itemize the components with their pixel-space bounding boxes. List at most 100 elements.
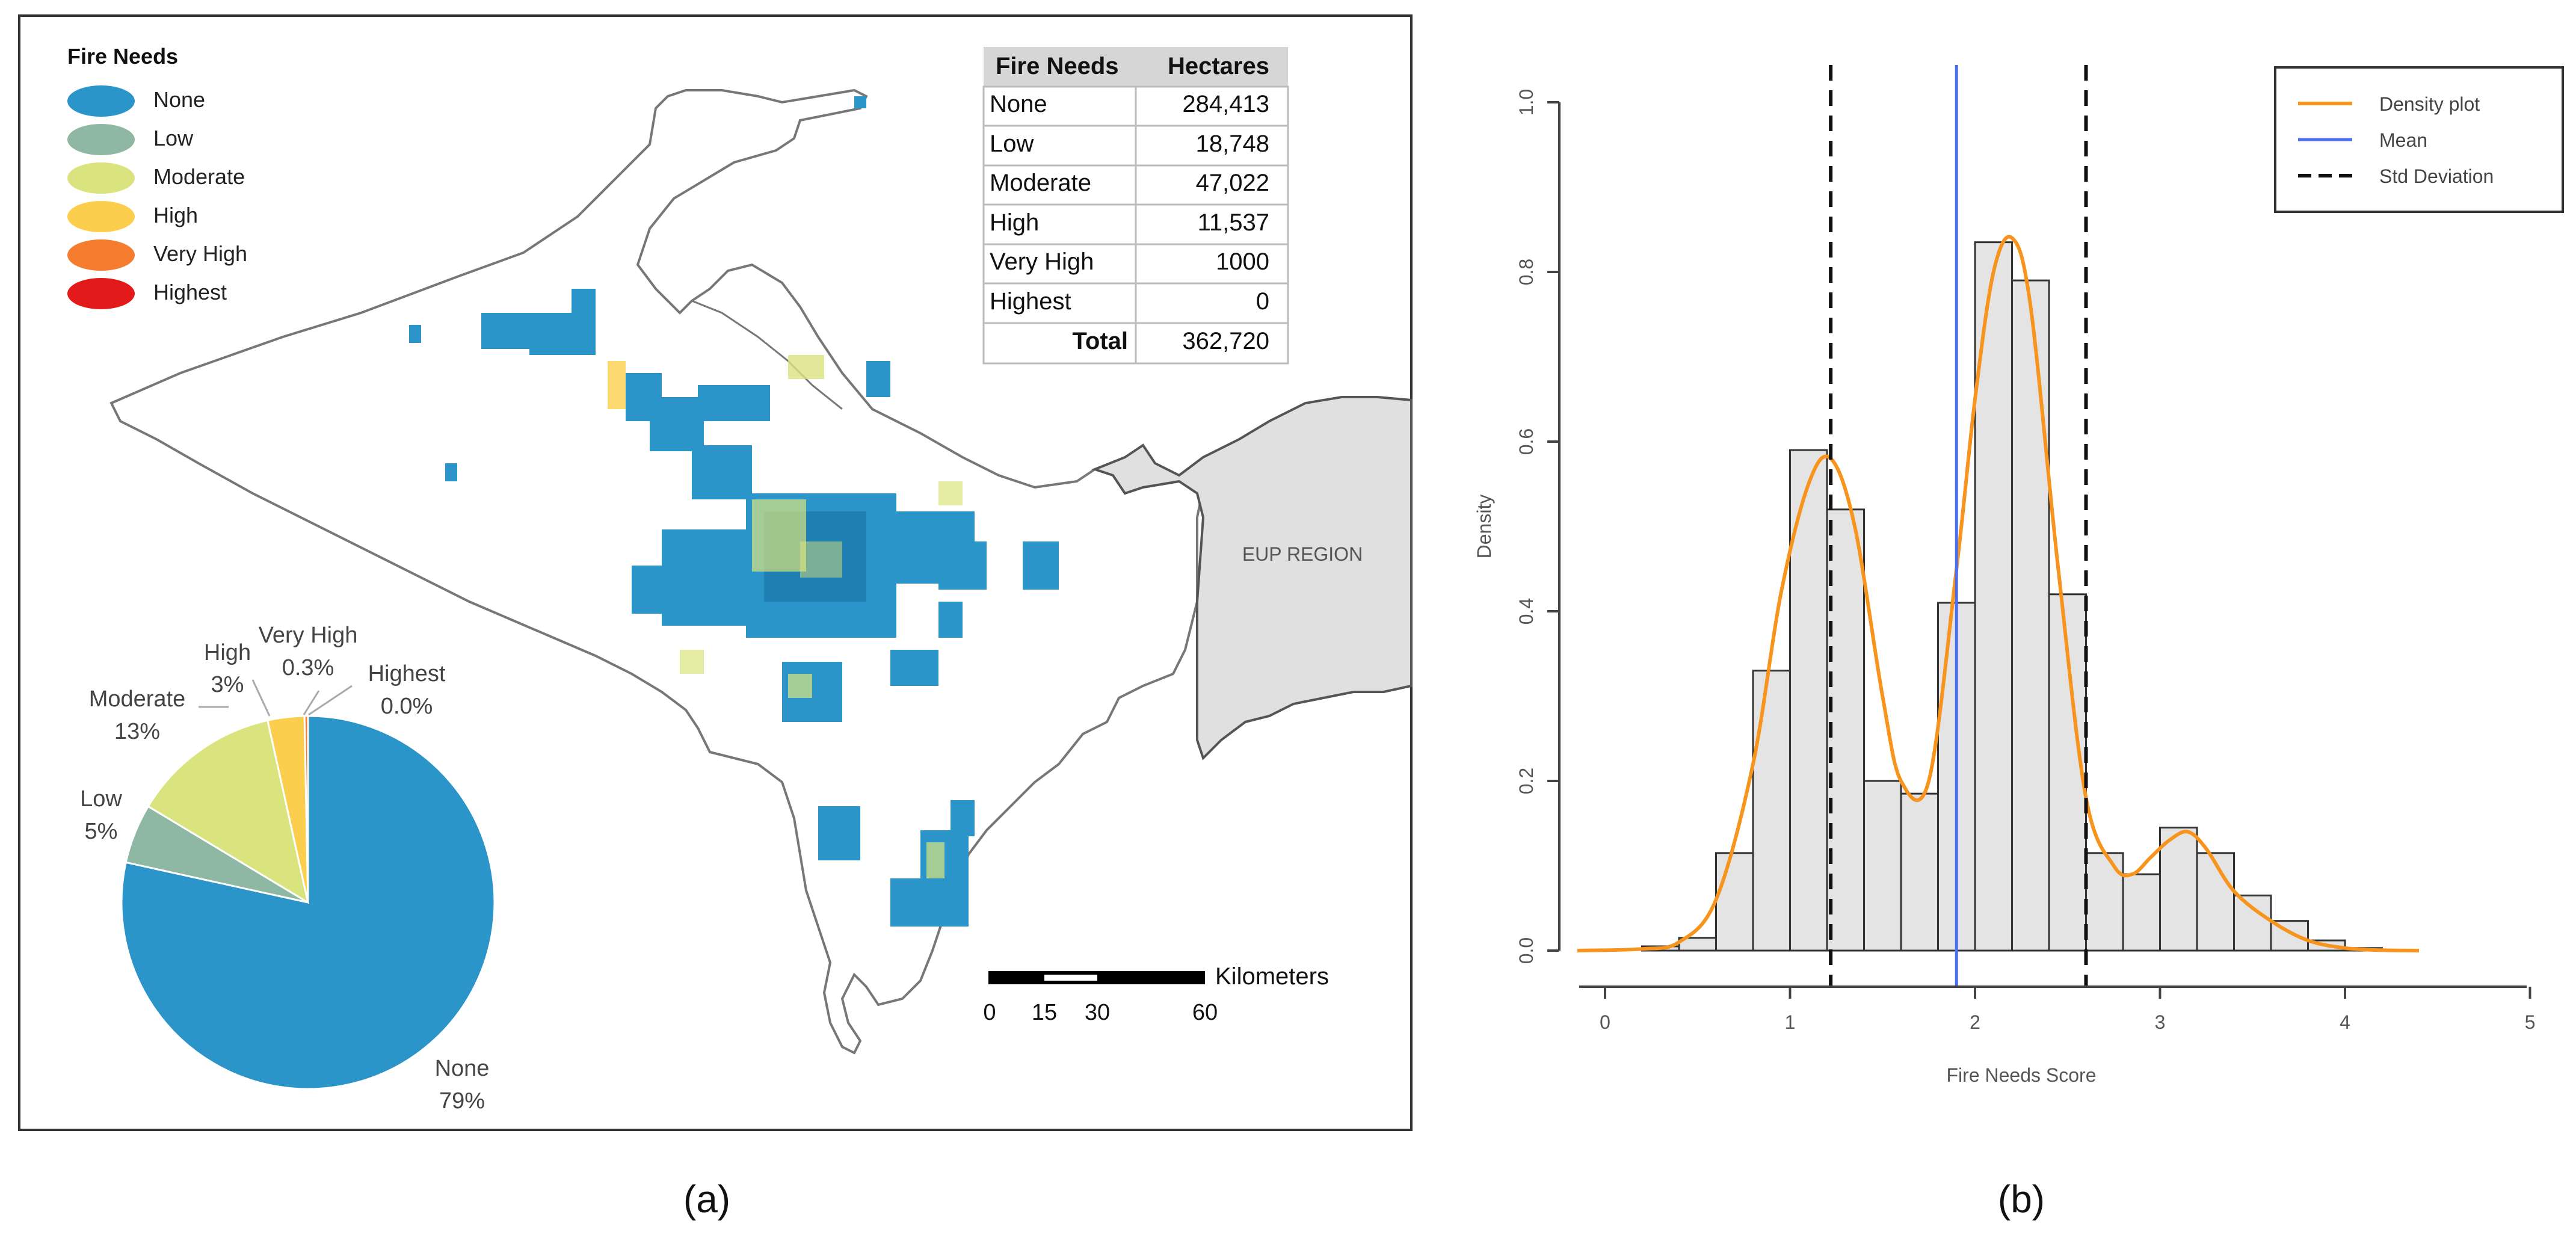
legend-label: Highest bbox=[153, 280, 227, 304]
legend-title: Fire Needs bbox=[67, 44, 178, 69]
table-row: Very High 1000 bbox=[990, 248, 1269, 275]
legend-item-highest: Highest bbox=[67, 278, 227, 309]
y-tick-label: 0.6 bbox=[1515, 428, 1537, 455]
table-row: None 284,413 bbox=[990, 91, 1269, 117]
pie-percent-moderate: 13% bbox=[114, 719, 160, 744]
map-legend: Fire Needs None Low Moderate High Very H… bbox=[67, 44, 247, 309]
x-tick-label: 3 bbox=[2155, 1011, 2166, 1033]
pie-label-high: High bbox=[204, 640, 251, 665]
legend-mean-label: Mean bbox=[2379, 129, 2427, 151]
histogram-bar bbox=[1900, 792, 1939, 952]
table-total-value: 362,720 bbox=[1182, 328, 1269, 354]
x-tick-label: 5 bbox=[2525, 1011, 2536, 1033]
table-header-fire-needs: Fire Needs bbox=[996, 53, 1119, 79]
pie-label-very-high: Very High bbox=[259, 623, 358, 648]
histogram-bar bbox=[2011, 279, 2050, 952]
scale-bar-segment bbox=[1044, 975, 1097, 981]
table-cell-value: 284,413 bbox=[1182, 91, 1269, 117]
table-total-row: Total 362,720 bbox=[1072, 328, 1269, 354]
table-cell-value: 47,022 bbox=[1196, 170, 1269, 196]
y-tick-label: 1.0 bbox=[1515, 89, 1537, 116]
histogram-bar bbox=[1752, 670, 1791, 952]
scale-bar: Kilometers 0 15 30 60 bbox=[983, 963, 1329, 1025]
histogram-bar bbox=[2122, 873, 2161, 952]
table-cell-value: 1000 bbox=[1216, 248, 1269, 275]
legend-item-low: Low bbox=[67, 124, 194, 155]
pie-percent-high: 3% bbox=[211, 672, 244, 697]
panel-b: 0 1 2 3 4 5 0.0 0.2 0.4 0.6 0.8 1.0 Fire Needs Sco… bbox=[1473, 65, 2564, 1086]
histogram-bar bbox=[1863, 780, 1902, 952]
legend-swatch bbox=[67, 201, 135, 232]
pie-label-moderate: Moderate bbox=[89, 686, 186, 712]
pie-label-low: Low bbox=[80, 786, 122, 812]
legend-item-very-high: Very High bbox=[67, 239, 247, 271]
pie-percent-very-high: 0.3% bbox=[282, 655, 334, 680]
pie-percent-none: 79% bbox=[439, 1088, 485, 1114]
pie-labels: None 79% Low 5% Moderate 13% High 3% Ver… bbox=[80, 623, 489, 1114]
x-tick-label: 0 bbox=[1600, 1011, 1610, 1033]
legend-label: Moderate bbox=[153, 164, 245, 189]
table-total-label: Total bbox=[1072, 328, 1128, 354]
x-axis-ticks: 0 1 2 3 4 5 bbox=[1600, 987, 2535, 1033]
table-cell-value: 18,748 bbox=[1196, 131, 1269, 157]
table-cell-label: Moderate bbox=[990, 170, 1091, 196]
table-row: Moderate 47,022 bbox=[990, 170, 1269, 196]
legend-swatch bbox=[67, 85, 135, 117]
pie-leader-lines bbox=[199, 679, 353, 717]
y-axis-label: Density bbox=[1473, 495, 1495, 559]
density-line bbox=[1577, 235, 2420, 952]
table-cell-label: Low bbox=[990, 131, 1034, 157]
pie-label-none: None bbox=[435, 1056, 490, 1081]
table-cell-label: High bbox=[990, 209, 1039, 236]
x-tick-label: 1 bbox=[1785, 1011, 1796, 1033]
table-row: Low 18,748 bbox=[990, 131, 1269, 157]
histogram-bar bbox=[2159, 827, 2198, 952]
map-bay-line bbox=[691, 300, 843, 410]
legend-swatch bbox=[67, 162, 135, 194]
legend-label: High bbox=[153, 203, 198, 227]
eup-region-label: EUP REGION bbox=[1242, 543, 1363, 565]
histogram-bar bbox=[2196, 852, 2235, 952]
hectares-table: Fire Needs Hectares None 284,413 Low 18,… bbox=[982, 47, 1289, 365]
pie-percent-highest: 0.0% bbox=[381, 694, 433, 719]
table-cell-value: 11,537 bbox=[1198, 209, 1269, 236]
y-tick-label: 0.4 bbox=[1515, 598, 1537, 625]
histogram-bar bbox=[1826, 508, 1865, 952]
x-tick-label: 4 bbox=[2340, 1011, 2350, 1033]
x-tick-label: 2 bbox=[1970, 1011, 1980, 1033]
legend-density-label: Density plot bbox=[2379, 93, 2480, 115]
table-cell-label: Very High bbox=[990, 248, 1094, 275]
pie-label-highest: Highest bbox=[368, 661, 446, 686]
map-patches bbox=[409, 96, 1059, 927]
histogram-bar bbox=[1974, 241, 2013, 952]
density-legend: Density plot Mean Std Deviation bbox=[2274, 66, 2564, 213]
legend-swatch bbox=[67, 278, 135, 309]
caption-a: (a) bbox=[683, 1177, 730, 1221]
scale-bar-unit: Kilometers bbox=[1215, 963, 1329, 990]
scale-tick-label: 15 bbox=[1032, 1000, 1057, 1025]
legend-swatch bbox=[67, 124, 135, 155]
pie-slice-very-high bbox=[303, 715, 309, 903]
legend-std-label: Std Deviation bbox=[2379, 165, 2494, 187]
table-header-bg bbox=[984, 47, 1288, 87]
table-cell-label: Highest bbox=[990, 288, 1071, 315]
scale-tick-label: 30 bbox=[1085, 1000, 1110, 1025]
table-header-hectares: Hectares bbox=[1168, 53, 1269, 79]
legend-swatch bbox=[67, 239, 135, 271]
legend-label: Low bbox=[153, 126, 194, 150]
scale-tick-label: 0 bbox=[983, 1000, 996, 1025]
legend-item-none: None bbox=[67, 85, 205, 117]
panel-a: EUP REGION bbox=[18, 14, 1413, 1131]
pie-chart bbox=[120, 715, 496, 1090]
y-tick-label: 0.0 bbox=[1515, 937, 1537, 964]
table-row: High 11,537 bbox=[990, 209, 1269, 236]
caption-b: (b) bbox=[1998, 1177, 2045, 1221]
histogram-bar bbox=[2233, 894, 2272, 952]
table-row: Highest 0 bbox=[990, 288, 1269, 315]
histogram-bar bbox=[1715, 852, 1754, 952]
y-tick-label: 0.2 bbox=[1515, 768, 1537, 794]
histogram-bar bbox=[2085, 852, 2124, 952]
pie-percent-low: 5% bbox=[85, 819, 118, 844]
legend-item-high: High bbox=[67, 201, 198, 232]
